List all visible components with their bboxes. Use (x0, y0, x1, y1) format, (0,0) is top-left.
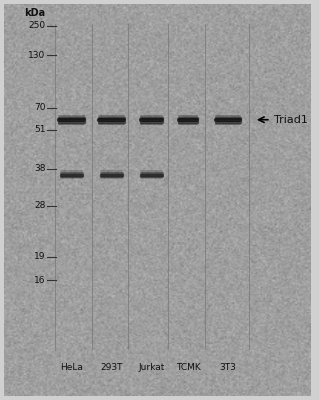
Text: 28: 28 (34, 201, 46, 210)
Text: HeLa: HeLa (60, 362, 83, 372)
Text: Triad1: Triad1 (274, 115, 308, 125)
Text: 130: 130 (28, 50, 46, 60)
Text: Jurkat: Jurkat (138, 362, 165, 372)
Text: 293T: 293T (100, 362, 123, 372)
Text: 70: 70 (34, 104, 46, 112)
Text: 3T3: 3T3 (219, 362, 236, 372)
Text: 51: 51 (34, 125, 46, 134)
Text: 38: 38 (34, 164, 46, 173)
Text: 16: 16 (34, 276, 46, 285)
Text: 250: 250 (28, 21, 46, 30)
Text: kDa: kDa (25, 8, 46, 18)
Text: 19: 19 (34, 252, 46, 261)
Text: TCMK: TCMK (176, 362, 200, 372)
